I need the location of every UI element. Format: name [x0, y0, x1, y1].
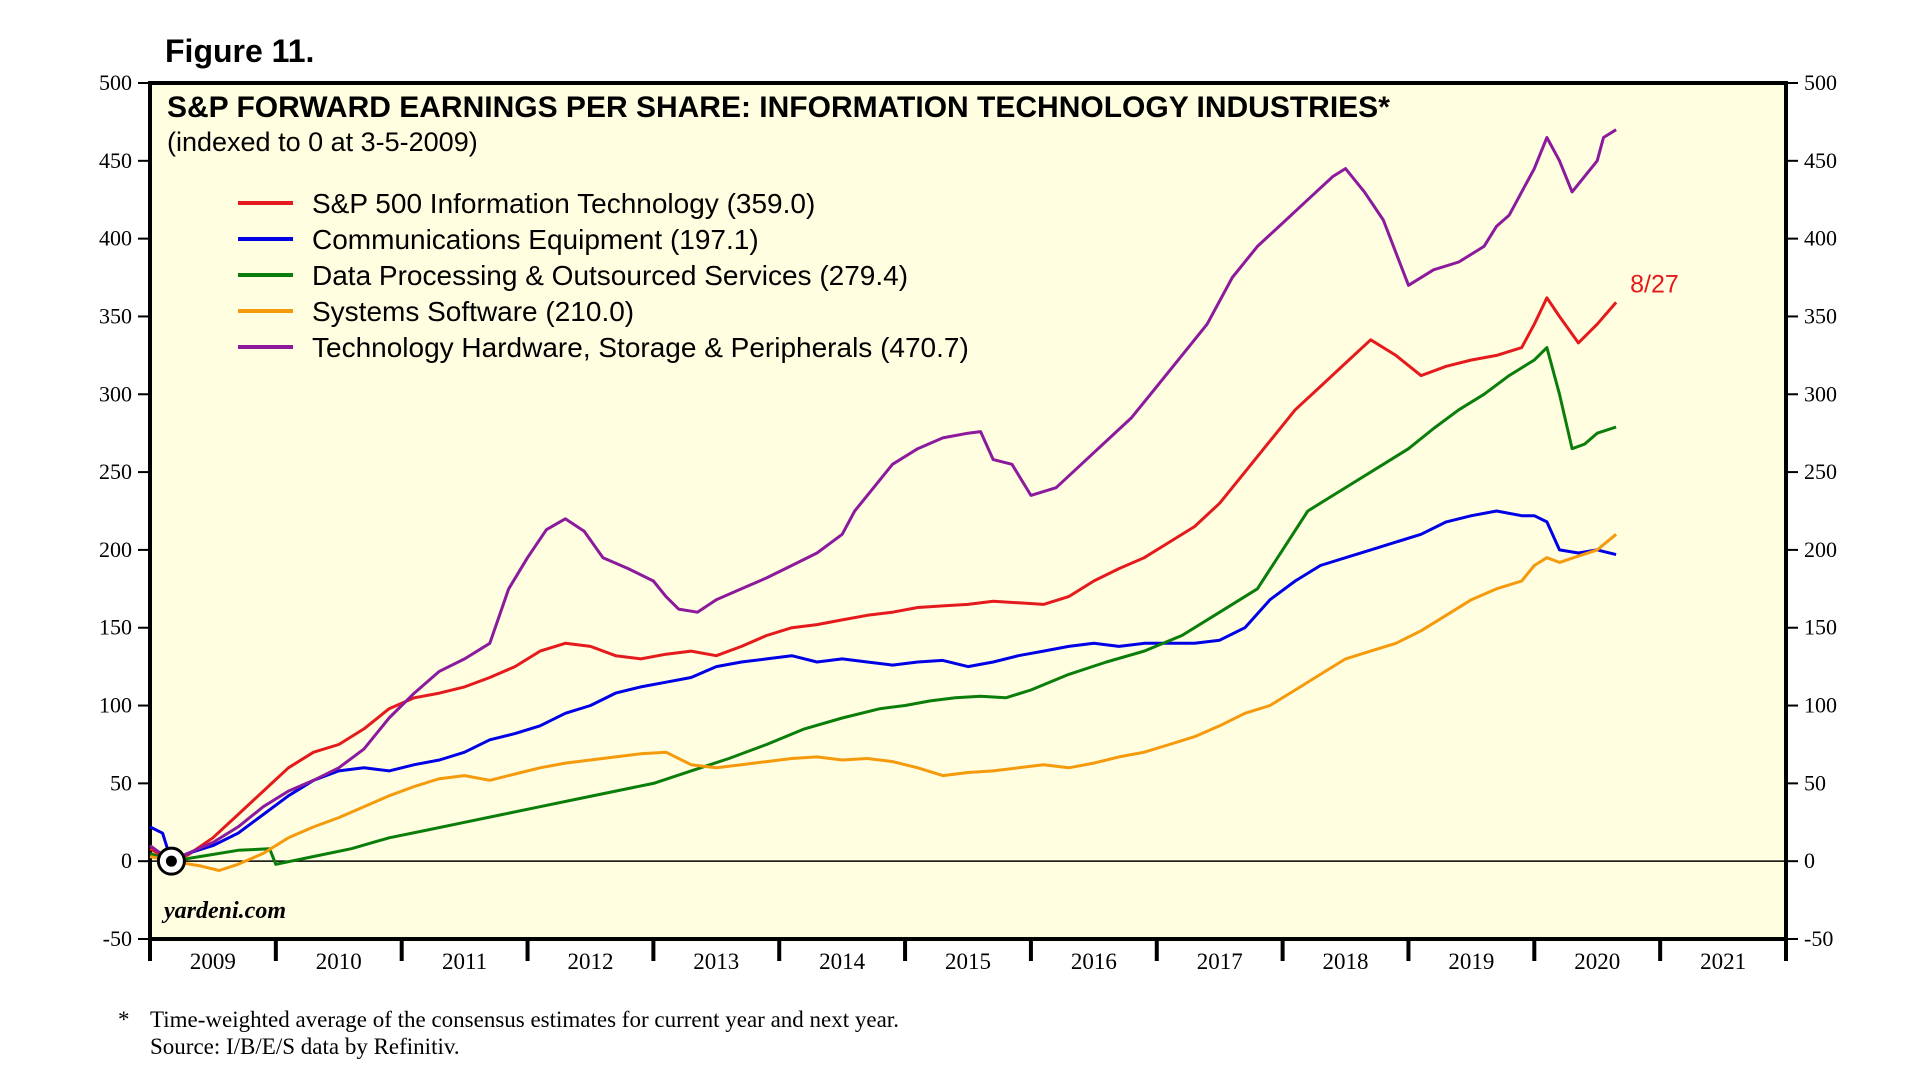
y-tick-label-left: 50 — [110, 770, 132, 795]
x-axis: 2009 2010 2011 2012 2013 2014 2015 2016 2017 2018… — [148, 939, 1788, 974]
legend-entry: S&P 500 Information Technology (359.0) — [312, 188, 815, 219]
legend-entry: Systems Software (210.0) — [312, 296, 634, 327]
footnote-line1: Time-weighted average of the consensus e… — [150, 1007, 899, 1032]
x-tick-label: 2009 — [190, 949, 236, 974]
legend: S&P 500 Information Technology (359.0) Co… — [238, 188, 969, 363]
y-tick-label-left: 450 — [99, 148, 132, 173]
y-tick-label-right: 50 — [1804, 770, 1826, 795]
x-tick-label: 2014 — [819, 949, 866, 974]
y-tick-label-right: 400 — [1804, 226, 1837, 251]
x-tick-label: 2016 — [1071, 949, 1117, 974]
y-tick-label-right: 150 — [1804, 615, 1837, 640]
series-line-1 — [149, 509, 1617, 863]
series-lines — [149, 128, 1618, 872]
x-tick-label: 2017 — [1197, 949, 1243, 974]
watermark: yardeni.com — [161, 898, 286, 924]
x-tick-label: 2013 — [693, 949, 739, 974]
y-tick-label-left: 400 — [99, 226, 132, 251]
y-tick-label-right: 450 — [1804, 148, 1837, 173]
x-tick-label: 2012 — [567, 949, 613, 974]
y-tick-label-right: -50 — [1804, 926, 1833, 951]
footnote-line2: Source: I/B/E/S data by Refinitiv. — [150, 1034, 460, 1059]
y-tick-label-left: -50 — [103, 926, 132, 951]
y-tick-label-left: 500 — [99, 70, 132, 95]
chart-subtitle: (indexed to 0 at 3-5-2009) — [167, 127, 478, 157]
y-tick-label-right: 200 — [1804, 537, 1837, 562]
y-tick-label-left: 100 — [99, 693, 132, 718]
baseline-marker-dot — [165, 855, 177, 867]
x-tick-label: 2015 — [945, 949, 991, 974]
series-line-2 — [149, 346, 1617, 866]
legend-entry: Data Processing & Outsourced Services (2… — [312, 260, 908, 291]
y-tick-label-right: 0 — [1804, 848, 1815, 873]
legend-entry: Communications Equipment (197.1) — [312, 224, 759, 255]
end-date-label: 8/27 — [1630, 270, 1679, 298]
y-tick-label-right: 100 — [1804, 693, 1837, 718]
y-tick-label-left: 250 — [99, 459, 132, 484]
chart-title: S&P FORWARD EARNINGS PER SHARE: INFORMAT… — [167, 91, 1390, 124]
y-tick-label-left: 200 — [99, 537, 132, 562]
y-tick-label-left: 350 — [99, 303, 132, 328]
x-tick-label: 2021 — [1700, 949, 1746, 974]
series-line-3 — [149, 533, 1618, 872]
x-tick-label: 2019 — [1448, 949, 1494, 974]
legend-entry: Technology Hardware, Storage & Periphera… — [312, 332, 969, 363]
x-tick-label: 2018 — [1323, 949, 1369, 974]
y-tick-label-right: 300 — [1804, 381, 1837, 406]
x-tick-label: 2020 — [1574, 949, 1620, 974]
baseline-marker — [156, 846, 186, 876]
y-tick-label-right: 500 — [1804, 70, 1837, 95]
y-tick-label-left: 300 — [99, 381, 132, 406]
y-tick-label-right: 350 — [1804, 303, 1837, 328]
y-tick-label-left: 150 — [99, 615, 132, 640]
y-tick-label-right: 250 — [1804, 459, 1837, 484]
series-line-0 — [149, 296, 1618, 863]
figure-label: Figure 11. — [165, 33, 314, 69]
series-line-4 — [149, 128, 1617, 863]
plot-area — [148, 81, 1788, 941]
footnote-marker: * — [118, 1007, 130, 1032]
y-tick-label-left: 0 — [121, 848, 132, 873]
x-tick-label: 2011 — [442, 949, 487, 974]
x-tick-label: 2010 — [316, 949, 362, 974]
